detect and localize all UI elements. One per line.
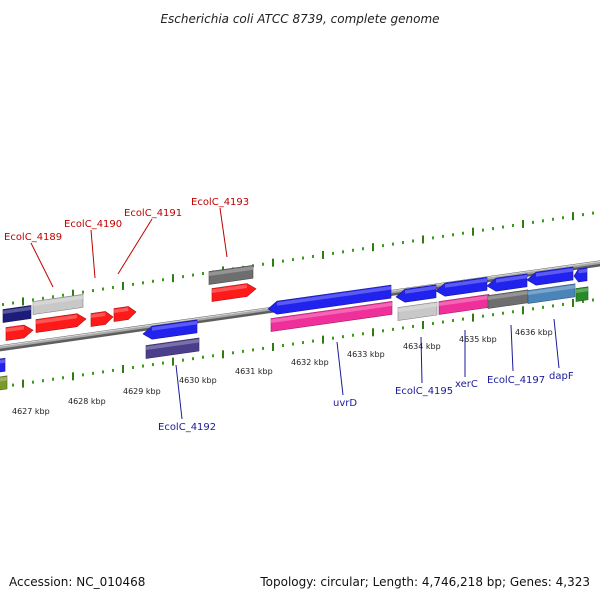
gene-label-top: EcolC_4189 [4,232,62,243]
scale-label: 4627 kbp [12,407,50,416]
gene-blue-4192-highlight [152,320,197,331]
gene-red-4193-highlight [212,284,247,293]
gene-steelblue-dapF-highlight [528,284,575,295]
gene-label-bottom: EcolC_4195 [395,386,453,397]
gene-gray-4197-highlight [488,290,528,300]
gene-label-top: EcolC_4193 [191,197,249,208]
scale-label: 4631 kbp [235,367,273,376]
gene-blue-far-right-highlight [578,268,587,274]
genome-summary-text: Topology: circular; Length: 4,746,218 bp… [260,575,590,589]
scale-label: 4628 kbp [68,397,106,406]
scale-label: 4633 kbp [347,350,385,359]
gene-pink-uvrD-highlight [271,302,392,323]
gene-blue-xerC-highlight [445,278,487,288]
gene-red-3-highlight [91,312,106,318]
leader-line-bottom [336,341,344,396]
gene-red-4193 [211,283,257,302]
gene-label-top: EcolC_4190 [64,219,122,230]
scale-label: 4630 kbp [179,376,217,385]
gene-blue-dapF-highlight [536,268,573,277]
accession-text: Accession: NC_010468 [9,575,146,589]
leader-line-bottom [510,324,514,372]
gene-silver-upper-highlight [33,295,83,306]
gene-label-bottom: uvrD [333,398,357,409]
leader-line-top [219,207,228,258]
scale-labels: 4627 kbp 4628 kbp 4629 kbp 4630 kbp 4631 kbp… [12,328,553,416]
gene-gray-4193-highlight [209,266,253,276]
scale-label: 4632 kbp [291,358,329,367]
gene-label-bottom: EcolC_4197 [487,375,545,386]
leader-line-bottom [420,336,423,384]
gene-dark-navy-left-highlight [3,306,31,314]
gene-red-1-highlight [6,326,24,332]
gene-olive-far-left-highlight [0,376,7,382]
gene-green-far-right-highlight [576,287,588,293]
leader-line-top [117,218,153,275]
gene-red-4-highlight [114,307,129,313]
leader-line-top [30,242,54,288]
gene-pink-xerC-highlight [439,295,489,306]
gene-features [0,264,589,391]
gene-blue-far-left-highlight [0,359,5,364]
scale-label: 4636 kbp [515,328,553,337]
gene-label-bottom: xerC [455,379,478,390]
scale-label: 4629 kbp [123,387,161,396]
scale-label: 4635 kbp [459,335,497,344]
gene-red-2 [35,313,87,333]
gene-silver-4195-highlight [398,303,437,312]
gene-blue-uvrD-highlight [277,286,391,306]
gene-label-bottom: dapF [549,371,574,382]
label-leader-lines [30,207,560,420]
leader-line-bottom [553,318,560,369]
gene-label-top: EcolC_4191 [124,208,182,219]
gene-purple-4192-highlight [146,339,199,350]
leader-line-bottom [175,364,183,420]
leader-line-top [90,229,96,279]
gene-blue-4195-highlight [405,285,436,294]
gene-label-bottom: EcolC_4192 [158,422,216,433]
gene-blue-4197-highlight [496,274,527,283]
scale-label: 4634 kbp [403,342,441,351]
map-title: Escherichia coli ATCC 8739, complete gen… [160,12,439,26]
gene-red-2-highlight [36,314,77,324]
